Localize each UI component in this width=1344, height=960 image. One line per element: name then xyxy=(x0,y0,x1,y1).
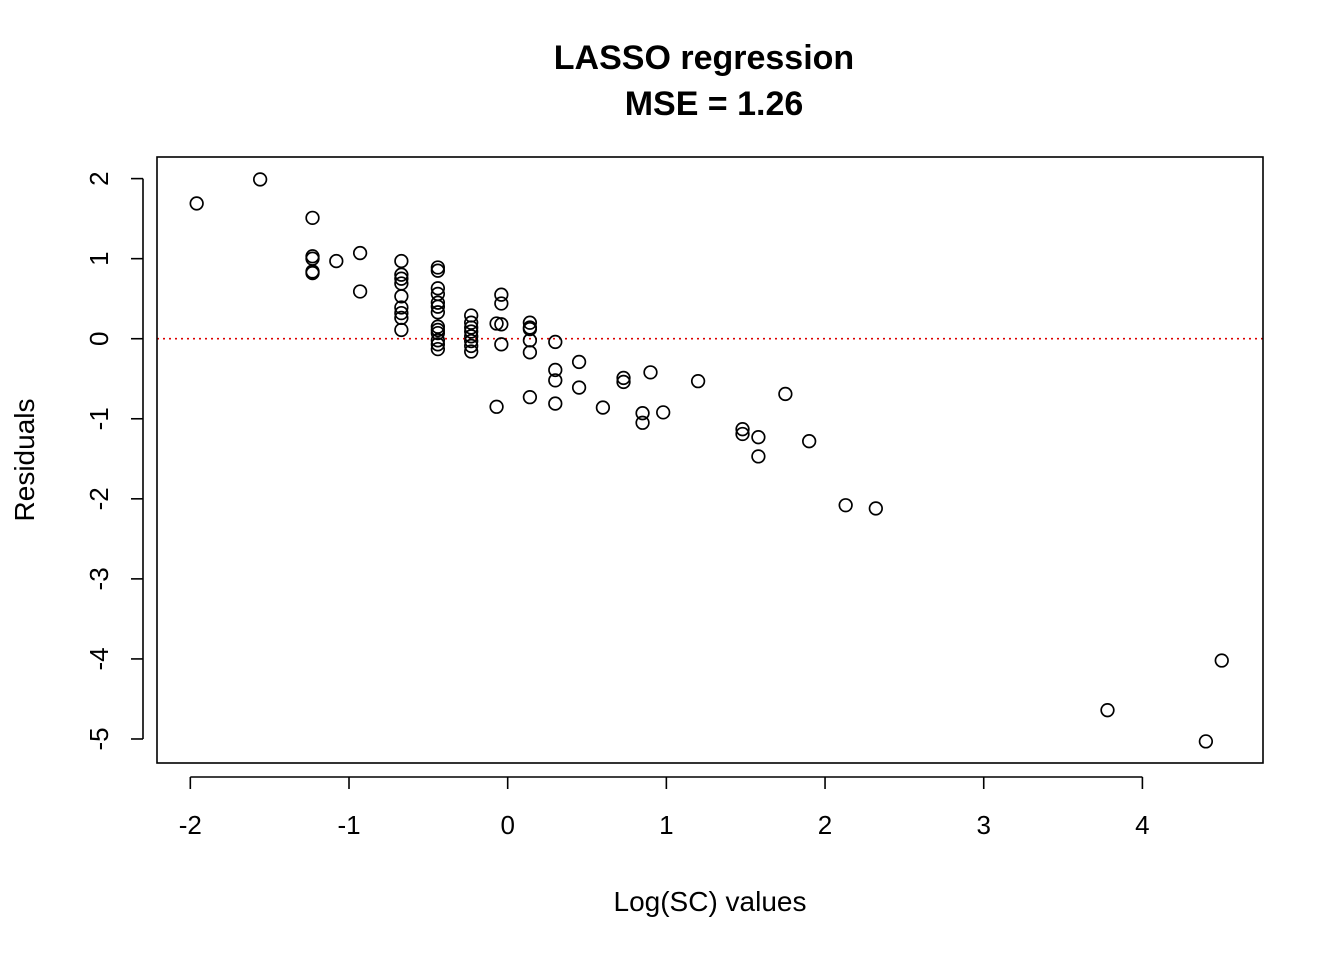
x-tick-label: 1 xyxy=(659,810,673,840)
data-point xyxy=(394,300,409,315)
data-point xyxy=(189,196,204,211)
data-point xyxy=(329,253,344,269)
data-point xyxy=(394,267,409,282)
data-point xyxy=(635,415,650,430)
data-point xyxy=(778,386,793,402)
y-tick-label: 2 xyxy=(84,171,114,185)
y-tick-label: 1 xyxy=(84,251,114,265)
x-tick-label: 0 xyxy=(500,810,514,840)
data-point xyxy=(1214,653,1229,668)
data-point xyxy=(548,396,563,411)
data-point xyxy=(616,374,631,390)
data-point xyxy=(751,430,766,445)
y-tick-label: -4 xyxy=(84,647,114,670)
y-axis-label: Residuals xyxy=(9,399,40,522)
data-point xyxy=(635,406,650,421)
data-point xyxy=(464,338,479,354)
data-point xyxy=(548,373,563,388)
data-point xyxy=(690,373,706,389)
data-point xyxy=(430,295,446,310)
data-point xyxy=(1198,734,1214,749)
data-point xyxy=(464,324,479,339)
x-tick-label: 2 xyxy=(818,810,832,840)
data-point xyxy=(548,334,563,350)
chart-title: LASSO regression xyxy=(554,39,854,77)
data-point xyxy=(656,405,671,420)
axes: -2 -1 0 1 2 3 4 -5 -4 -3 -2 -1 0 1 2 xyxy=(84,171,1150,840)
data-point xyxy=(464,329,479,344)
x-tick-label: 4 xyxy=(1135,810,1149,840)
data-point xyxy=(352,284,368,299)
data-point xyxy=(522,315,538,330)
data-point xyxy=(868,501,883,516)
data-point xyxy=(522,321,538,337)
x-tick-label: -1 xyxy=(337,810,360,840)
data-point xyxy=(430,299,446,314)
data-point xyxy=(305,210,320,225)
data-point xyxy=(305,265,320,281)
data-point xyxy=(464,308,479,323)
data-point xyxy=(838,498,853,513)
data-point xyxy=(352,245,368,261)
data-point xyxy=(430,305,446,320)
data-point xyxy=(430,263,446,278)
chart-subtitle: MSE = 1.26 xyxy=(625,85,804,123)
data-point xyxy=(1100,703,1115,718)
data-point xyxy=(751,449,766,464)
data-point xyxy=(802,434,817,449)
data-point xyxy=(430,337,446,352)
data-point xyxy=(494,337,509,352)
data-point xyxy=(643,365,658,380)
data-point xyxy=(394,305,409,321)
data-point xyxy=(430,260,446,275)
data-point xyxy=(464,315,479,330)
plot-frame xyxy=(156,156,1264,764)
data-points xyxy=(189,172,1229,749)
data-point xyxy=(548,362,563,378)
data-point xyxy=(489,316,504,331)
data-point xyxy=(522,390,538,405)
x-tick-label: -2 xyxy=(179,810,202,840)
data-point xyxy=(394,271,409,286)
y-tick-label: 0 xyxy=(84,331,114,345)
data-point xyxy=(430,281,446,296)
data-point xyxy=(571,354,587,370)
y-tick-label: -3 xyxy=(84,567,114,590)
data-point xyxy=(489,399,504,414)
data-point xyxy=(494,317,509,332)
data-point xyxy=(595,400,611,415)
data-point xyxy=(464,344,479,359)
data-point xyxy=(522,345,538,360)
data-point xyxy=(735,426,750,442)
y-tick-label: -1 xyxy=(84,407,114,430)
y-tick-label: -5 xyxy=(84,727,114,750)
x-tick-label: 3 xyxy=(976,810,990,840)
data-point xyxy=(494,296,509,311)
data-point xyxy=(494,287,509,302)
data-point xyxy=(430,325,446,341)
data-point xyxy=(394,253,409,269)
x-axis-label: Log(SC) values xyxy=(614,886,807,917)
data-point xyxy=(571,380,587,395)
data-point xyxy=(464,320,479,335)
data-point xyxy=(430,341,446,357)
data-point xyxy=(394,322,409,338)
data-point xyxy=(430,333,446,348)
data-point xyxy=(616,370,631,386)
data-point xyxy=(252,172,268,187)
data-point xyxy=(735,422,750,437)
data-point xyxy=(394,289,409,304)
y-tick-label: -2 xyxy=(84,487,114,510)
data-point xyxy=(464,333,479,349)
